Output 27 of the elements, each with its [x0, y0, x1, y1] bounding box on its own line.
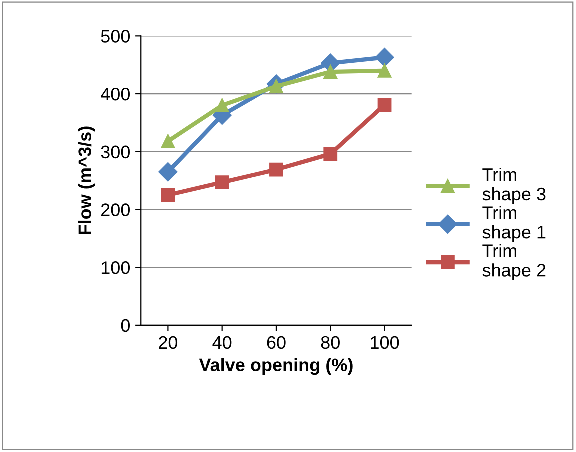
legend-label: Trim shape 1: [482, 206, 546, 242]
x-tick-label: 100: [371, 336, 400, 350]
point: [375, 48, 394, 68]
point: [378, 98, 392, 112]
y-tick-label: 500: [101, 30, 130, 43]
x-tick-label: 20: [159, 336, 178, 350]
point: [215, 176, 230, 190]
y-tick-label: 200: [101, 204, 130, 216]
point: [324, 65, 338, 79]
point: [378, 64, 392, 78]
point: [324, 147, 338, 162]
y-tick-label: 0: [121, 319, 130, 332]
x-tick-label: 40: [212, 336, 232, 350]
point: [270, 162, 284, 177]
point: [161, 188, 176, 202]
x-tick-label: 60: [267, 336, 286, 350]
y-axis-title: Flow (m^3/s): [78, 126, 96, 235]
point: [158, 162, 178, 182]
legend-label: Trim shape 3: [482, 168, 546, 204]
x-axis-title: Valve opening (%): [199, 358, 353, 376]
y-tick-label: 100: [102, 262, 130, 274]
y-tick-label: 300: [101, 146, 130, 159]
point: [215, 98, 230, 113]
y-tick-label: 400: [100, 88, 130, 101]
x-tick-label: 80: [321, 336, 340, 350]
legend-label: Trim shape 2: [482, 244, 546, 280]
point: [161, 134, 176, 148]
